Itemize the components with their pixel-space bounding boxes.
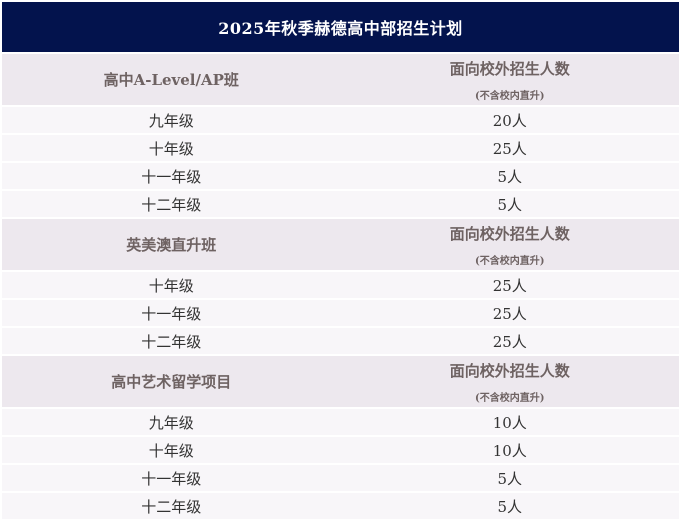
table-row: 十一年级 5人 xyxy=(2,163,679,189)
count-cell: 5人 xyxy=(497,469,523,488)
program-name: 高中A-Level/AP班 xyxy=(103,71,239,89)
count-cell: 25人 xyxy=(492,332,527,351)
count-header: 面向校外招生人数 xyxy=(449,224,570,243)
table-row: 十一年级 5人 xyxy=(2,465,679,491)
program-name: 高中艺术留学项目 xyxy=(111,373,232,391)
table-row: 十年级 25人 xyxy=(2,135,679,161)
grade-cell: 十年级 xyxy=(148,441,194,460)
count-cell: 25人 xyxy=(492,139,527,158)
count-note: (不含校内直升) xyxy=(475,255,545,267)
grade-cell: 十一年级 xyxy=(141,167,202,186)
grade-cell: 十年级 xyxy=(148,276,194,295)
table-row: 十二年级 5人 xyxy=(2,493,679,519)
section-header: 高中A-Level/AP班 面向校外招生人数 (不含校内直升) xyxy=(2,54,679,105)
count-cell: 25人 xyxy=(492,276,527,295)
table-row: 十一年级 25人 xyxy=(2,300,679,326)
count-header-cell: 面向校外招生人数 (不含校内直升) xyxy=(341,54,680,105)
count-cell: 5人 xyxy=(497,195,523,214)
count-note: (不含校内直升) xyxy=(475,90,545,102)
program-name: 英美澳直升班 xyxy=(126,236,217,254)
table-row: 十二年级 25人 xyxy=(2,328,679,354)
program-name-cell: 英美澳直升班 xyxy=(2,219,341,270)
count-cell: 25人 xyxy=(492,304,527,323)
grade-cell: 十二年级 xyxy=(141,332,202,351)
count-header: 面向校外招生人数 xyxy=(449,59,570,78)
grade-cell: 十一年级 xyxy=(141,304,202,323)
count-cell: 20人 xyxy=(492,111,527,130)
count-cell: 5人 xyxy=(497,497,523,516)
grade-cell: 十一年级 xyxy=(141,469,202,488)
table-title: 2025年秋季赫德高中部招生计划 xyxy=(2,2,679,52)
count-cell: 10人 xyxy=(492,441,527,460)
table-row: 九年级 20人 xyxy=(2,107,679,133)
section-header: 高中艺术留学项目 面向校外招生人数 (不含校内直升) xyxy=(2,356,679,407)
program-name-cell: 高中A-Level/AP班 xyxy=(2,54,341,105)
program-name-cell: 高中艺术留学项目 xyxy=(2,356,341,407)
count-note: (不含校内直升) xyxy=(475,392,545,404)
count-header-cell: 面向校外招生人数 (不含校内直升) xyxy=(341,219,680,270)
table-row: 十二年级 5人 xyxy=(2,191,679,217)
count-cell: 10人 xyxy=(492,413,527,432)
table-row: 九年级 10人 xyxy=(2,409,679,435)
count-cell: 5人 xyxy=(497,167,523,186)
count-header: 面向校外招生人数 xyxy=(449,361,570,380)
grade-cell: 十年级 xyxy=(148,139,194,158)
grade-cell: 九年级 xyxy=(148,413,194,432)
grade-cell: 十二年级 xyxy=(141,497,202,516)
table-row: 十年级 25人 xyxy=(2,272,679,298)
grade-cell: 十二年级 xyxy=(141,195,202,214)
section-header: 英美澳直升班 面向校外招生人数 (不含校内直升) xyxy=(2,219,679,270)
grade-cell: 九年级 xyxy=(148,111,194,130)
table-row: 十年级 10人 xyxy=(2,437,679,463)
count-header-cell: 面向校外招生人数 (不含校内直升) xyxy=(341,356,680,407)
